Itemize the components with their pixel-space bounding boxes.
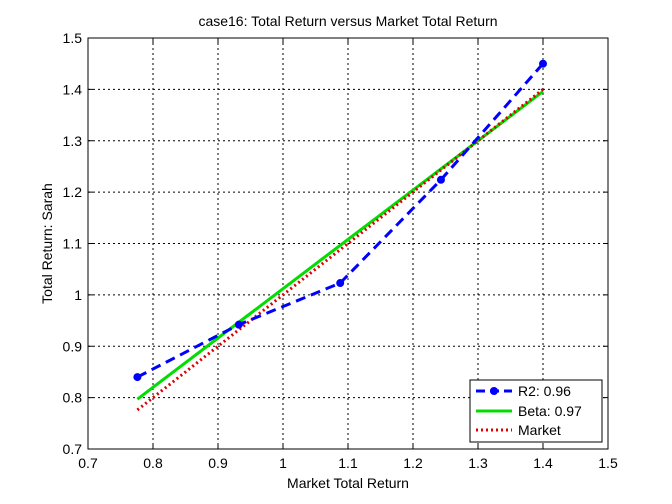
chart-title: case16: Total Return versus Market Total… bbox=[198, 13, 497, 29]
series-line-r2 bbox=[136, 62, 545, 379]
y-tick-label: 0.9 bbox=[63, 338, 83, 354]
x-axis-label: Market Total Return bbox=[287, 475, 409, 491]
legend-label-beta: Beta: 0.97 bbox=[518, 403, 582, 419]
x-tick-label: 0.8 bbox=[143, 455, 163, 471]
y-tick-label: 0.8 bbox=[63, 390, 83, 406]
x-tick-label: 0.9 bbox=[208, 455, 228, 471]
legend-label-r2: R2: 0.96 bbox=[518, 383, 571, 399]
y-axis-label: Total Return: Sarah bbox=[39, 183, 55, 304]
y-tick-label: 1.2 bbox=[63, 184, 83, 200]
x-tick-label: 1.2 bbox=[403, 455, 423, 471]
legend-marker-r2 bbox=[490, 387, 498, 395]
y-tick-label: 1.5 bbox=[63, 30, 83, 46]
y-tick-label: 0.7 bbox=[63, 441, 83, 457]
legend-label-market: Market bbox=[518, 422, 561, 438]
series-group bbox=[133, 59, 547, 412]
y-tick-label: 1 bbox=[74, 287, 82, 303]
x-tick-label: 1 bbox=[279, 455, 287, 471]
x-tick-label: 1.5 bbox=[598, 455, 618, 471]
x-tick-label: 1.4 bbox=[533, 455, 553, 471]
x-tick-label: 0.7 bbox=[78, 455, 98, 471]
data-point bbox=[336, 279, 345, 288]
data-point bbox=[234, 320, 243, 329]
x-tick-label: 1.1 bbox=[338, 455, 358, 471]
data-point bbox=[133, 373, 142, 382]
y-tick-label: 1.1 bbox=[63, 236, 83, 252]
grid bbox=[88, 38, 608, 449]
ticks: 0.7 0.8 0.9 1 1.1 1.2 1.3 1.4 1.5 0.7 0.8 0.9 1 1.1 1.… bbox=[63, 30, 618, 471]
data-point bbox=[436, 175, 445, 184]
x-tick-label: 1.3 bbox=[468, 455, 488, 471]
data-point bbox=[539, 59, 547, 68]
legend: R2: 0.96 Beta: 0.97 Market bbox=[469, 379, 603, 443]
y-tick-label: 1.3 bbox=[63, 133, 83, 149]
y-tick-label: 1.4 bbox=[63, 81, 83, 97]
